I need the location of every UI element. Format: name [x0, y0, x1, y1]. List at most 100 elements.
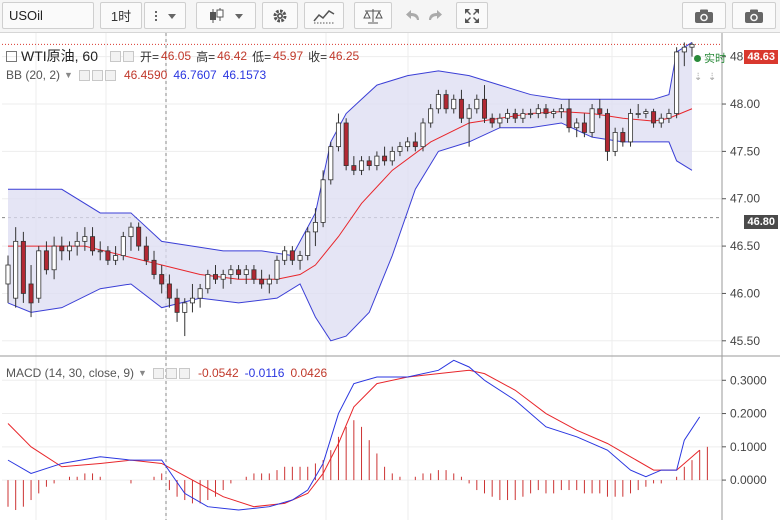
- candle-body: [658, 117, 664, 124]
- candlestick-icon: [210, 7, 243, 23]
- bb-upper-value: 46.7607: [173, 68, 217, 82]
- main-legend: WTI原油, 60 开= 46.05 高= 46.42 低= 45.97 收= …: [6, 46, 359, 66]
- snapshot-download-button[interactable]: [732, 2, 776, 29]
- candle-body: [651, 111, 657, 124]
- interval-button[interactable]: 1时: [100, 2, 142, 29]
- candle-body: [481, 98, 487, 119]
- fullscreen-button[interactable]: [456, 2, 488, 29]
- candle-body: [97, 250, 103, 253]
- close-icon[interactable]: [104, 69, 116, 81]
- close-icon[interactable]: [178, 367, 190, 379]
- open-value: 46.05: [161, 49, 192, 63]
- candle-body: [82, 236, 88, 242]
- bb-basis-line: [8, 108, 693, 280]
- candle-body: [297, 255, 303, 261]
- eye-icon[interactable]: [152, 367, 164, 379]
- indicators-button[interactable]: [304, 2, 344, 29]
- candle-body: [312, 222, 318, 233]
- candle-body: [528, 113, 534, 115]
- undo-icon[interactable]: [404, 7, 424, 25]
- compare-button[interactable]: [354, 2, 392, 29]
- candle-body: [466, 108, 472, 119]
- candle-body: [574, 122, 580, 129]
- compare-icon: [363, 8, 383, 23]
- collapse-icon[interactable]: [6, 50, 17, 62]
- macd-hist-value: -0.0542: [197, 366, 239, 380]
- redo-icon[interactable]: [424, 7, 444, 25]
- candle-body: [13, 240, 19, 299]
- candle-body: [90, 236, 96, 252]
- candle-body: [259, 278, 265, 285]
- candle-body: [412, 141, 418, 148]
- candle-body: [266, 278, 272, 285]
- settings-icon[interactable]: [91, 69, 103, 81]
- chart-style-button[interactable]: [196, 2, 256, 29]
- settings-icon[interactable]: [123, 50, 135, 62]
- candle-body: [666, 113, 672, 119]
- candle-body: [220, 274, 226, 280]
- candle-body: [351, 165, 357, 171]
- candle-body: [397, 146, 403, 152]
- macd-signal-line: [7, 369, 701, 508]
- candle-body: [143, 245, 149, 261]
- gear-icon: [273, 9, 287, 22]
- price-tick-label: 45.50: [730, 334, 760, 348]
- candle-body: [189, 297, 195, 304]
- macd-line-value: -0.0116: [244, 366, 285, 380]
- candle-body: [20, 240, 26, 294]
- macd-signal-value: 0.0426: [290, 366, 328, 380]
- price-tick-label: 46.50: [730, 239, 760, 253]
- close-value: 46.25: [329, 49, 360, 63]
- candle-body: [182, 302, 188, 313]
- candle-body: [543, 108, 549, 114]
- candle-body: [389, 150, 395, 162]
- candle-body: [66, 245, 72, 252]
- candle-body: [512, 113, 518, 119]
- price-tick-label: 47.00: [730, 192, 760, 206]
- indicators-icon: [313, 9, 335, 23]
- live-dot-icon: [694, 54, 701, 62]
- candle-body: [335, 122, 341, 148]
- candle-body: [505, 113, 511, 119]
- candle-body: [581, 122, 587, 133]
- open-label: 开=: [140, 49, 160, 64]
- close-label: 收=: [308, 49, 328, 64]
- candle-body: [36, 250, 42, 299]
- settings-button[interactable]: [262, 2, 298, 29]
- candle-body: [382, 155, 388, 162]
- chart-canvas[interactable]: 48.5048.0047.5047.0046.5046.0045.500.300…: [0, 33, 780, 520]
- candle-body: [197, 288, 203, 299]
- pane-arrow-icon: ⇣: [694, 72, 702, 83]
- candle-body: [620, 132, 626, 143]
- candle-body: [113, 255, 119, 261]
- candle-body: [120, 236, 126, 256]
- candle-body: [289, 250, 295, 261]
- candle-body: [43, 250, 49, 271]
- interval-menu-icon: [155, 10, 176, 21]
- snapshot-button[interactable]: [682, 2, 726, 29]
- bb-legend: BB (20, 2) ▼ 46.4590 46.7607 46.1573: [6, 68, 266, 82]
- undo-redo-group: [398, 2, 450, 29]
- candle-body: [589, 108, 595, 133]
- candle-body: [474, 98, 480, 110]
- bb-menu-icon[interactable]: ▼: [64, 70, 73, 80]
- macd-legend: MACD (14, 30, close, 9) ▼ -0.0542 -0.011…: [6, 366, 327, 380]
- bollinger-band-fill: [8, 42, 692, 341]
- eye-icon[interactable]: [110, 50, 122, 62]
- eye-icon[interactable]: [78, 69, 90, 81]
- low-label: 低=: [252, 49, 272, 64]
- candle-body: [612, 132, 618, 152]
- settings-icon[interactable]: [165, 367, 177, 379]
- bb-basis-value: 46.4590: [123, 68, 168, 82]
- macd-menu-icon[interactable]: ▼: [138, 368, 147, 378]
- interval-menu-button[interactable]: [144, 2, 186, 29]
- last-price-label: 48.63: [744, 50, 778, 64]
- candle-body: [366, 160, 372, 166]
- candle-body: [359, 160, 365, 171]
- candle-body: [243, 269, 249, 275]
- macd-tick-label: 0.1000: [730, 440, 767, 454]
- candle-body: [643, 111, 649, 114]
- candle-body: [128, 226, 134, 238]
- symbol-label: USOil: [9, 8, 43, 23]
- symbol-search-button[interactable]: USOil: [2, 2, 94, 29]
